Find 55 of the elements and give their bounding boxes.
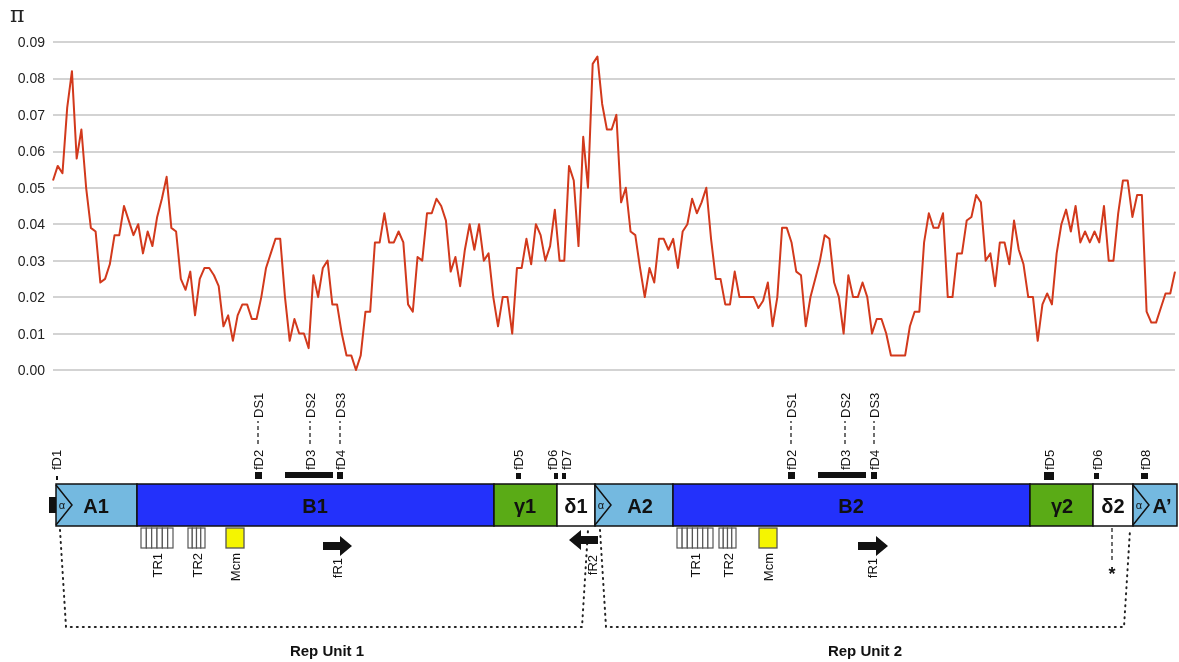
text: DS3 [332,392,348,418]
text: fD2 [250,449,266,470]
text: fD1 [48,449,64,470]
text: DS2 [302,392,318,418]
text: DS1 [250,392,266,418]
text: TR1 [149,553,165,578]
text: A2 [627,495,653,517]
text: B1 [302,495,328,517]
text: DS1 [783,392,799,418]
text: TR1 [687,553,703,578]
text: TR2 [189,553,205,578]
text: Rep Unit 2 [827,642,903,659]
y-tick-label: 0.00 [17,362,46,378]
y-tick-label: 0.09 [17,34,46,50]
y-tick-label: 0.01 [17,325,46,342]
text: fR2 [584,555,600,576]
text: fD6 [544,449,560,470]
text: γ2 [1050,495,1074,517]
text: TR2 [720,553,736,578]
text: fD3 [302,449,318,470]
text: DS3 [866,392,882,418]
text: fD3 [837,449,853,470]
text: fR1 [329,558,345,579]
line-series [52,55,1176,371]
text: B2 [838,495,864,517]
y-tick-label: 0.02 [17,289,46,306]
y-tick-label: 0.03 [17,252,46,269]
y-tick-label: 0.04 [17,216,46,233]
y-axis-title: π [10,2,25,27]
text: γ1 [513,495,537,517]
text: Mcm [227,553,243,582]
text: α [597,499,605,511]
text: fD2 [783,449,799,470]
text: δ1 [564,495,588,517]
text: fR1 [864,558,880,579]
text: DS2 [837,392,853,418]
text: fD5 [510,449,526,470]
text: * [1108,564,1116,584]
text: A1 [83,495,109,517]
text: δ2 [1101,495,1125,517]
text: fD6 [1089,449,1105,470]
y-tick-label: 0.06 [17,143,46,160]
text: fD4 [332,449,348,470]
text: fD5 [1041,449,1057,470]
text: fD4 [866,449,882,470]
text: fD8 [1137,449,1153,470]
y-tick-label: 0.05 [17,179,46,196]
y-tick-label: 0.07 [17,106,46,123]
y-tick-label: 0.08 [17,70,46,87]
text: Rep Unit 1 [289,642,365,659]
text: α [58,499,66,511]
text: Mcm [760,553,776,582]
text: A’ [1152,495,1172,517]
text: fD7 [558,449,574,470]
text: α [1135,499,1143,511]
